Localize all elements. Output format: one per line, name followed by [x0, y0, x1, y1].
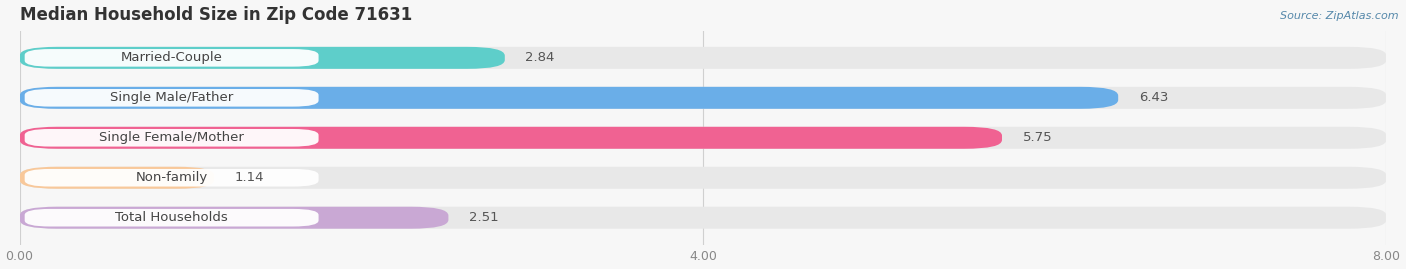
Text: Source: ZipAtlas.com: Source: ZipAtlas.com — [1281, 11, 1399, 21]
FancyBboxPatch shape — [20, 127, 1386, 149]
FancyBboxPatch shape — [20, 167, 1386, 189]
Text: Single Male/Father: Single Male/Father — [110, 91, 233, 104]
FancyBboxPatch shape — [25, 169, 319, 186]
FancyBboxPatch shape — [25, 209, 319, 226]
FancyBboxPatch shape — [20, 207, 449, 229]
Text: Non-family: Non-family — [135, 171, 208, 184]
Text: Median Household Size in Zip Code 71631: Median Household Size in Zip Code 71631 — [20, 6, 412, 24]
FancyBboxPatch shape — [20, 47, 505, 69]
FancyBboxPatch shape — [20, 87, 1118, 109]
FancyBboxPatch shape — [20, 87, 1386, 109]
Text: 2.84: 2.84 — [526, 51, 555, 64]
FancyBboxPatch shape — [20, 167, 214, 189]
FancyBboxPatch shape — [25, 129, 319, 147]
FancyBboxPatch shape — [20, 127, 1002, 149]
FancyBboxPatch shape — [20, 47, 1386, 69]
Text: Single Female/Mother: Single Female/Mother — [100, 131, 245, 144]
Text: 2.51: 2.51 — [470, 211, 499, 224]
Text: Married-Couple: Married-Couple — [121, 51, 222, 64]
Text: 5.75: 5.75 — [1022, 131, 1052, 144]
FancyBboxPatch shape — [20, 207, 1386, 229]
Text: Total Households: Total Households — [115, 211, 228, 224]
Text: 6.43: 6.43 — [1139, 91, 1168, 104]
FancyBboxPatch shape — [25, 89, 319, 107]
FancyBboxPatch shape — [25, 49, 319, 67]
Text: 1.14: 1.14 — [235, 171, 264, 184]
